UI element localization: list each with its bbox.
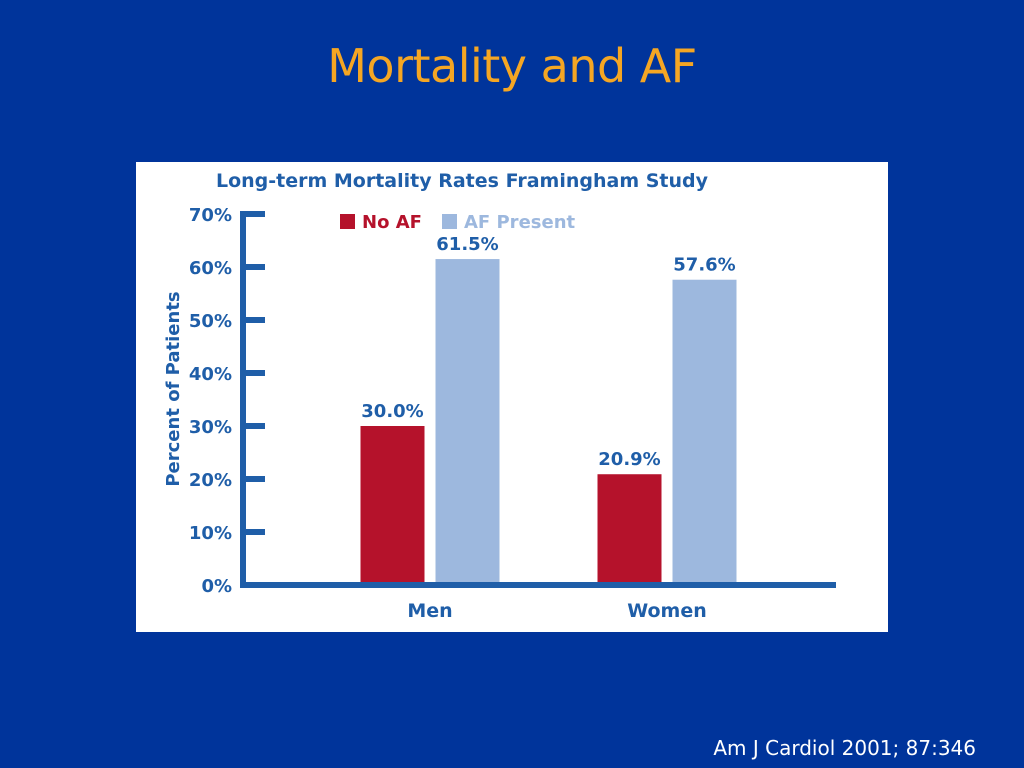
y-tick-label: 60% <box>189 258 232 279</box>
data-label: 61.5% <box>436 234 498 255</box>
data-label: 20.9% <box>598 449 660 470</box>
legend-swatch <box>340 214 355 229</box>
bar-chart: Long-term Mortality Rates Framingham Stu… <box>163 170 836 622</box>
bar-af-present-women <box>672 279 737 582</box>
y-tick-label: 40% <box>189 364 232 385</box>
bar-af-present-men <box>435 259 500 582</box>
legend-label: AF Present <box>464 212 576 233</box>
slide-title: Mortality and AF <box>327 39 697 93</box>
y-tick-label: 30% <box>189 417 232 438</box>
y-tick-label: 10% <box>189 523 232 544</box>
x-tick-label: Men <box>407 600 452 622</box>
chart-title: Long-term Mortality Rates Framingham Stu… <box>216 170 709 192</box>
y-axis-label: Percent of Patients <box>163 291 184 486</box>
data-label: 57.6% <box>673 255 735 276</box>
chart-panel: Long-term Mortality Rates Framingham Stu… <box>136 162 888 632</box>
x-tick-label: Women <box>627 600 707 622</box>
citation: Am J Cardiol 2001; 87:346 <box>713 736 976 760</box>
y-tick-label: 20% <box>189 470 232 491</box>
y-tick-label: 50% <box>189 311 232 332</box>
legend-swatch <box>442 214 457 229</box>
data-label: 30.0% <box>361 401 423 422</box>
y-tick-label: 0% <box>201 576 232 597</box>
bar-no-af-women <box>597 474 662 582</box>
y-tick-label: 70% <box>189 205 232 226</box>
bar-no-af-men <box>360 426 425 582</box>
legend-label: No AF <box>362 212 422 233</box>
